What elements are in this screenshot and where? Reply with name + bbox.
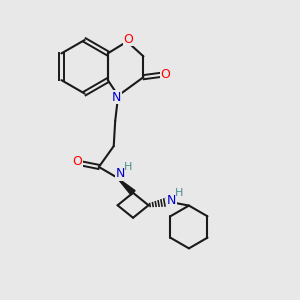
Text: N: N xyxy=(167,194,176,207)
Text: N: N xyxy=(112,91,122,103)
Text: O: O xyxy=(160,68,170,81)
Text: O: O xyxy=(72,155,82,168)
Text: H: H xyxy=(124,162,132,172)
Polygon shape xyxy=(117,177,135,195)
Text: N: N xyxy=(116,167,125,180)
Text: H: H xyxy=(175,188,183,198)
Text: O: O xyxy=(124,33,134,46)
